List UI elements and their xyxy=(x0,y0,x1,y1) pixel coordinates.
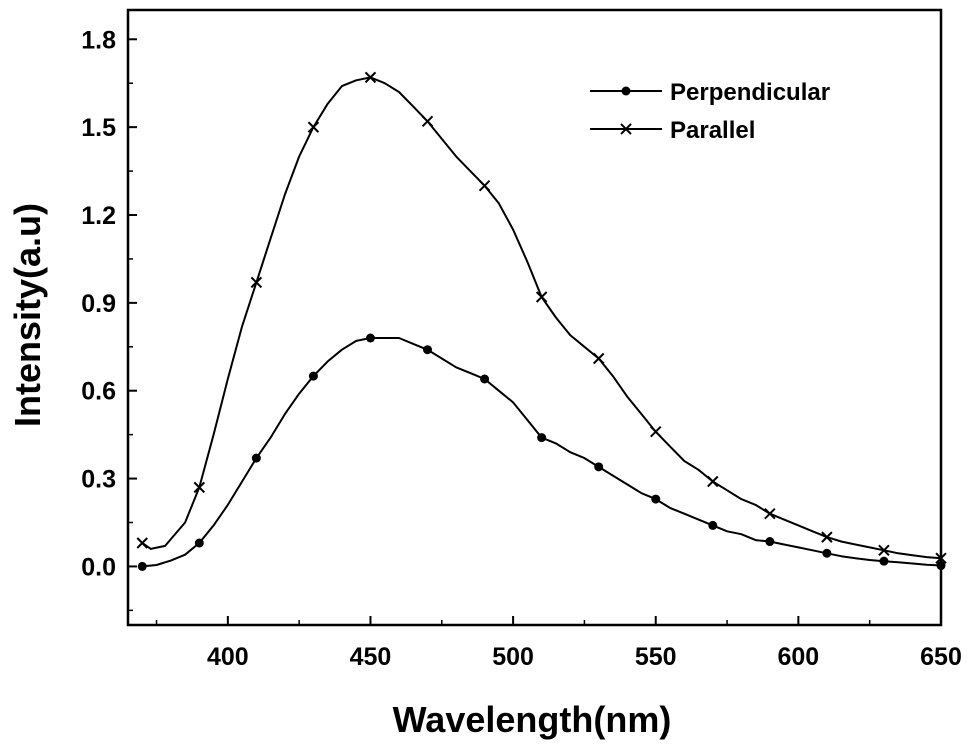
data-point-marker xyxy=(478,180,491,192)
data-point-marker xyxy=(194,538,204,548)
data-point-marker xyxy=(307,121,320,133)
data-point-marker xyxy=(421,115,434,127)
data-point-marker xyxy=(650,426,662,438)
data-point-marker xyxy=(136,537,148,549)
y-axis: 0.0 0.3 0.6 0.9 1.2 1.5 1.8 xyxy=(81,26,137,612)
data-point-marker xyxy=(935,552,947,564)
data-point-marker xyxy=(620,123,632,135)
plot-frame-group xyxy=(126,8,943,627)
data-point-marker xyxy=(936,561,946,571)
x-axis-title: Wavelength(nm) xyxy=(393,699,672,740)
legend: Perpendicular Parallel xyxy=(590,79,830,144)
data-point-marker xyxy=(423,345,433,355)
data-point-marker xyxy=(365,333,375,343)
data-point-marker xyxy=(822,548,832,558)
x-tick-label: 600 xyxy=(778,643,820,671)
y-axis-title: Intensity(a.u) xyxy=(7,203,48,427)
x-tick-label: 650 xyxy=(920,643,962,671)
y-tick-label: 1.5 xyxy=(81,114,116,142)
data-point-marker xyxy=(193,481,206,494)
data-point-marker xyxy=(535,291,548,303)
data-point-marker xyxy=(364,71,377,84)
data-point-marker xyxy=(537,433,547,443)
data-point-marker xyxy=(879,556,889,566)
data-point-marker xyxy=(594,462,604,472)
y-tick-label: 0.9 xyxy=(81,290,116,318)
series-perpendicular xyxy=(137,333,946,571)
x-tick-label: 500 xyxy=(492,643,534,671)
data-point-marker xyxy=(878,544,890,557)
x-tick-label: 450 xyxy=(350,643,392,671)
data-point-marker xyxy=(707,475,719,488)
data-point-marker xyxy=(592,352,605,365)
x-tick-label: 550 xyxy=(635,643,677,671)
x-tick-label: 400 xyxy=(207,643,249,671)
series-parallel xyxy=(136,71,947,564)
series-line xyxy=(142,337,942,568)
y-tick-label: 0.3 xyxy=(81,466,116,494)
data-point-marker xyxy=(821,531,833,543)
data-point-marker xyxy=(764,508,776,520)
data-point-marker xyxy=(651,494,661,504)
data-point-marker xyxy=(308,371,318,381)
legend-item: Perpendicular xyxy=(590,79,830,106)
y-tick-label: 1.2 xyxy=(81,202,116,230)
legend-label: Perpendicular xyxy=(670,79,830,106)
data-point-marker xyxy=(251,453,261,463)
legend-label: Parallel xyxy=(670,117,755,144)
data-point-marker xyxy=(137,561,147,571)
data-point-marker xyxy=(250,276,263,289)
series-group xyxy=(136,71,947,571)
data-point-marker xyxy=(708,520,718,530)
legend-item: Parallel xyxy=(590,117,755,144)
x-axis: 400 450 500 550 600 650 xyxy=(155,616,962,671)
y-tick-label: 0.6 xyxy=(81,378,116,406)
y-tick-label: 0.0 xyxy=(81,553,116,581)
plot-frame xyxy=(126,8,943,627)
data-point-marker xyxy=(480,374,490,384)
data-point-marker xyxy=(765,537,775,547)
y-tick-label: 1.8 xyxy=(81,26,116,54)
series-line xyxy=(141,76,942,560)
data-point-marker xyxy=(621,86,631,96)
